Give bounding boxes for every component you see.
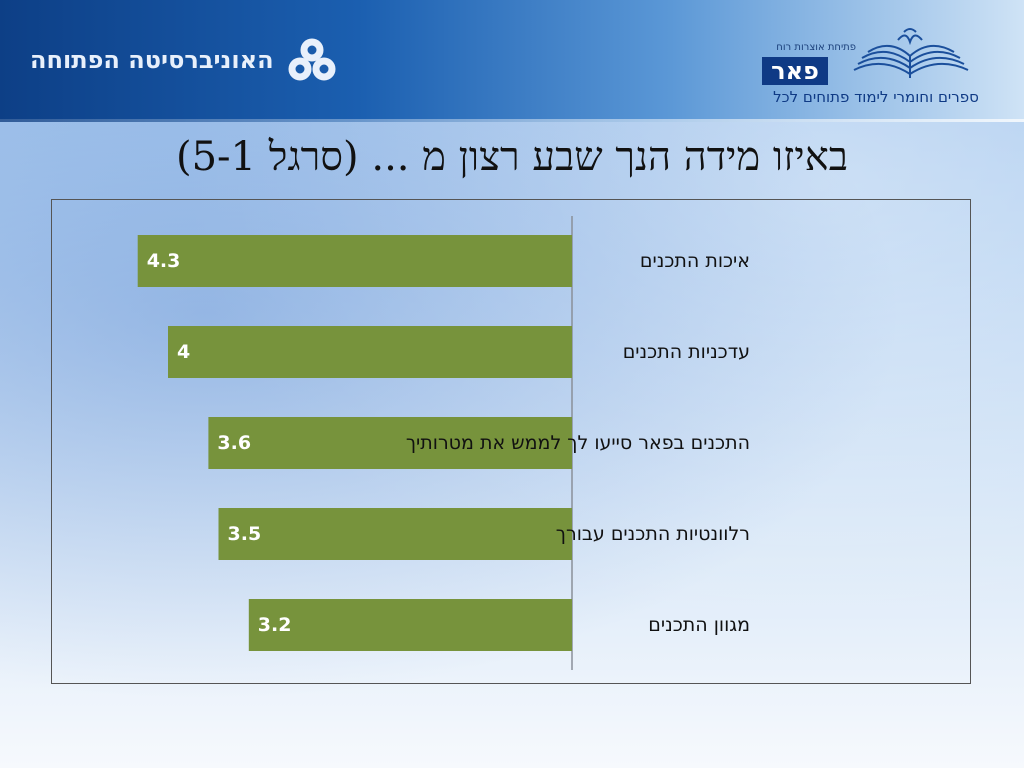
slide-title: באיזו מידה הנך שבע רצון מ ... (סרגל 5-1) <box>175 134 849 180</box>
category-label: איכות התכנים <box>639 249 750 272</box>
category-label: רלוונטיות התכנים עבורך <box>555 522 750 545</box>
peer-brand: פאר <box>762 57 828 85</box>
bar-value-label: 4 <box>177 341 191 363</box>
category-label: עדכניות התכנים <box>622 340 750 363</box>
peer-tagline: ספרים וחומרי לימוד פתוחים לכל <box>773 88 979 106</box>
peer-logo: פתיחת אוצרות רוח פאר ספרים וחומרי לימוד … <box>758 26 994 116</box>
university-logo: האוניברסיטה הפתוחה <box>30 38 336 82</box>
bar-value-label: 3.2 <box>257 614 292 636</box>
bar <box>208 417 572 469</box>
bar-value-label: 4.3 <box>146 250 181 272</box>
category-label: מגוון התכנים <box>648 613 750 636</box>
university-name: האוניברסיטה הפתוחה <box>30 46 274 74</box>
open-book-icon <box>853 28 969 78</box>
bar-value-label: 3.6 <box>217 432 252 454</box>
bar <box>168 326 572 378</box>
category-label: התכנים בפאר סייעו לך לממש את מטרותיך <box>405 431 750 454</box>
bar-value-label: 3.5 <box>227 523 262 545</box>
header-banner: האוניברסיטה הפתוחה פתיחת אוצרות רוח פאר … <box>0 0 1024 122</box>
bar <box>248 599 573 651</box>
bar <box>137 235 572 287</box>
trefoil-icon <box>288 38 336 81</box>
chart-frame <box>51 199 971 684</box>
peer-top-text: פתיחת אוצרות רוח <box>776 42 856 53</box>
bar <box>218 508 572 560</box>
